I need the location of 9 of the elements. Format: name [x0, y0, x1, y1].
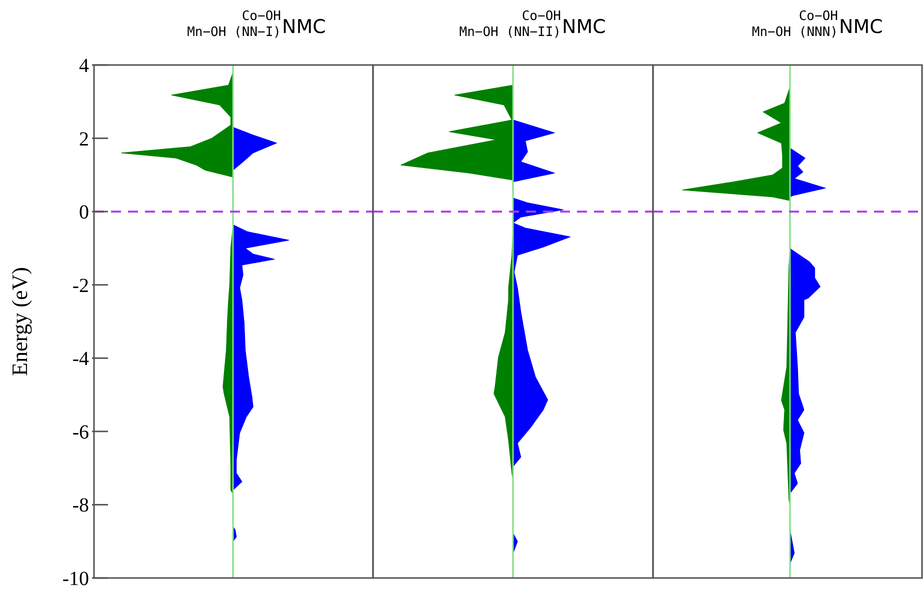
y-tick-label: -10: [62, 568, 89, 590]
y-tick-label: -4: [72, 348, 89, 370]
y-tick-label: 4: [79, 55, 89, 77]
y-tick-label: -8: [72, 494, 89, 517]
y-tick-label: 0: [79, 202, 89, 224]
y-tick-label: -6: [72, 421, 89, 444]
y-axis-title: Energy (eV): [7, 267, 32, 376]
y-tick-label: -2: [72, 274, 89, 297]
y-tick-label: 2: [79, 128, 89, 150]
